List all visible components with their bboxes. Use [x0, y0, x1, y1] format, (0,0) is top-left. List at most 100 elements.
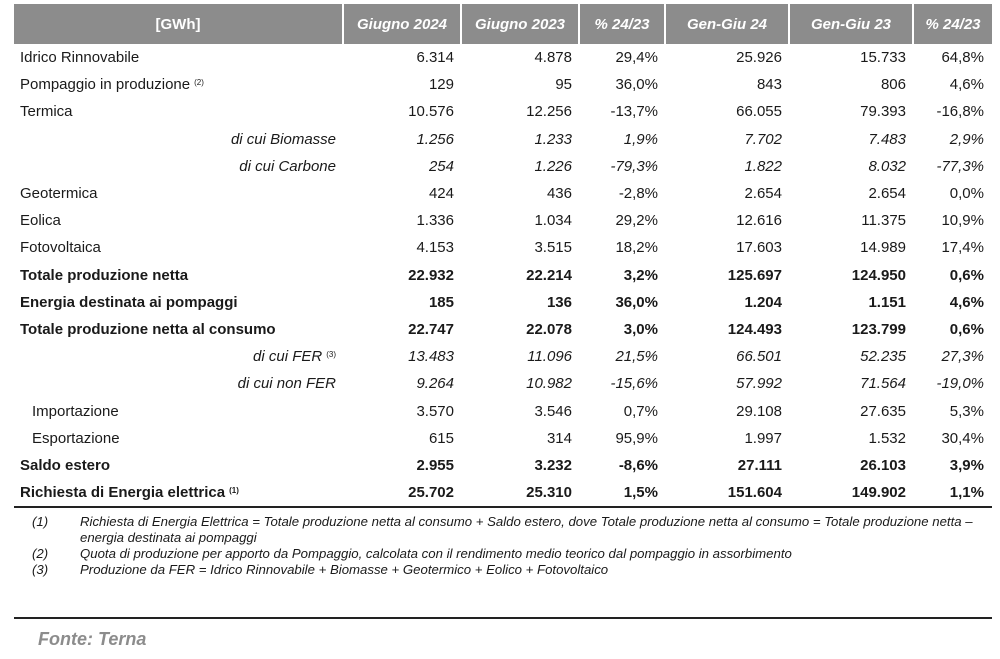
row-value: 1.151 — [868, 293, 906, 311]
energy-table-container: [GWh] Giugno 2024 Giugno 2023 % 24/23 Ge… — [14, 4, 992, 509]
footnotes: (1) Richiesta di Energia Elettrica = Tot… — [14, 514, 992, 578]
row-label-text: Termica — [20, 103, 73, 121]
row-value: 27.635 — [860, 402, 906, 420]
footnote-text: Quota di produzione per apporto da Pompa… — [80, 546, 792, 561]
footnote-text: Richiesta di Energia Elettrica = Totale … — [80, 514, 973, 545]
row-value: 95 — [555, 76, 572, 94]
table-row: di cui FER (3) 13.483 11.096 21,5% 66.501 52.2… — [14, 343, 992, 370]
row-label-text: Importazione — [32, 402, 119, 420]
row-value: 66.501 — [736, 348, 782, 366]
row-value: 9.264 — [416, 375, 454, 393]
footnote-number: (3) — [32, 562, 49, 577]
row-value: 424 — [428, 185, 454, 203]
row-value: 3.546 — [534, 402, 572, 420]
row-label: Idrico Rinnovabile — [14, 44, 344, 71]
row-label-text: Energia destinata ai pompaggi — [20, 293, 238, 311]
table-row: Totale produzione netta 22.932 22.214 3,2% 1… — [14, 262, 992, 289]
row-value: 2.654 — [744, 185, 782, 203]
row-value: 14.989 — [860, 239, 906, 257]
row-label: Totale produzione netta — [14, 262, 344, 289]
row-value: 17,4% — [941, 239, 984, 257]
row-value: 1.822 — [744, 157, 782, 175]
row-value: 7.483 — [868, 130, 906, 148]
row-value: 124.950 — [851, 266, 906, 284]
row-label: di cui Biomasse — [14, 126, 344, 153]
row-label: di cui FER (3) — [14, 343, 344, 370]
footnote: (3) Produzione da FER = Idrico Rinnovabi… — [14, 562, 992, 578]
energy-balance-table: [GWh] Giugno 2024 Giugno 2023 % 24/23 Ge… — [14, 4, 992, 509]
row-value: 25.310 — [462, 479, 580, 509]
source-caption: Fonte: Terna — [38, 629, 147, 649]
header-giugno-2023: Giugno 2023 — [462, 4, 580, 44]
row-value: 3,0% — [623, 320, 658, 338]
table-row: Importazione 3.570 3.546 0,7% 29.108 27.635 5,… — [14, 397, 992, 424]
footnote-ref: (1) — [229, 486, 239, 496]
table-row: Pompaggio in produzione (2) 129 95 36,0% 843 8… — [14, 71, 992, 98]
row-value: 4,6% — [949, 293, 984, 311]
row-value: 2.654 — [868, 185, 906, 203]
row-value: 30,4% — [941, 429, 984, 447]
row-value: 25.926 — [736, 49, 782, 67]
row-value: 3,2% — [623, 266, 658, 284]
row-value: 436 — [546, 185, 572, 203]
row-label-text: Totale produzione netta al consumo — [20, 320, 276, 338]
row-value: 5,3% — [949, 402, 984, 420]
footnote-ref: (3) — [326, 350, 336, 360]
row-value: 3.232 — [534, 456, 572, 474]
table-row: di cui Biomasse 1.256 1.233 1,9% 7.702 7.483 2… — [14, 126, 992, 153]
row-label-text: Saldo estero — [20, 456, 111, 474]
row-label: Richiesta di Energia elettrica (1) — [14, 479, 344, 509]
row-value: 1.532 — [868, 429, 906, 447]
table-header-row: [GWh] Giugno 2024 Giugno 2023 % 24/23 Ge… — [14, 4, 992, 44]
row-value: 66.055 — [736, 103, 782, 121]
row-value: 64,8% — [941, 49, 984, 67]
row-value: 123.799 — [851, 320, 906, 338]
row-value: 1.997 — [744, 429, 782, 447]
row-value: 3.515 — [534, 239, 572, 257]
row-value: 1,1% — [914, 479, 992, 509]
row-label-text: di cui non FER — [237, 375, 336, 393]
table-row: di cui Carbone 254 1.226 -79,3% 1.822 8.032 -7… — [14, 153, 992, 180]
row-label: Pompaggio in produzione (2) — [14, 71, 344, 98]
row-label-text: Geotermica — [20, 185, 98, 203]
footnote-text: Produzione da FER = Idrico Rinnovabile +… — [80, 562, 609, 577]
row-label-text: Totale produzione netta — [20, 266, 189, 284]
row-value: 124.493 — [727, 320, 782, 338]
row-value: 125.697 — [727, 266, 782, 284]
row-label-text: Pompaggio in produzione — [20, 76, 191, 94]
footnote: (2) Quota di produzione per apporto da P… — [14, 546, 992, 562]
row-value: -8,6% — [618, 456, 658, 474]
row-label: Totale produzione netta al consumo — [14, 316, 344, 343]
row-value: 0,7% — [623, 402, 658, 420]
row-value: 4.153 — [416, 239, 454, 257]
row-value: 79.393 — [860, 103, 906, 121]
row-label-text: Eolica — [20, 212, 61, 230]
row-label-text: di cui Biomasse — [230, 130, 336, 148]
row-label-text: Richiesta di Energia elettrica — [20, 484, 226, 502]
row-label: Fotovoltaica — [14, 234, 344, 261]
row-label-text: di cui FER — [253, 348, 323, 366]
row-value: 29,4% — [615, 49, 658, 67]
row-value: 8.032 — [868, 157, 906, 175]
row-value: -19,0% — [936, 375, 984, 393]
table-row: Esportazione 615 314 95,9% 1.997 1.532 30,4% — [14, 425, 992, 452]
row-value: -79,3% — [610, 157, 658, 175]
row-value: 0,6% — [949, 266, 984, 284]
row-label: Geotermica — [14, 180, 344, 207]
header-pct-ytd: % 24/23 — [914, 4, 992, 44]
row-value: 21,5% — [615, 348, 658, 366]
row-value: 843 — [756, 76, 782, 94]
row-value: 12.616 — [736, 212, 782, 230]
row-value: 185 — [428, 293, 454, 311]
row-label: Eolica — [14, 207, 344, 234]
header-gen-giu-24: Gen-Giu 24 — [666, 4, 790, 44]
row-value: 29.108 — [736, 402, 782, 420]
row-value: 36,0% — [615, 293, 658, 311]
table-row: Richiesta di Energia elettrica (1) 25.702 2… — [14, 479, 992, 509]
row-value: 4.878 — [534, 49, 572, 67]
row-value: 36,0% — [615, 76, 658, 94]
row-label: di cui non FER — [14, 370, 344, 397]
row-value: -77,3% — [936, 157, 984, 175]
row-value: 22.214 — [526, 266, 572, 284]
footnote: (1) Richiesta di Energia Elettrica = Tot… — [14, 514, 992, 546]
